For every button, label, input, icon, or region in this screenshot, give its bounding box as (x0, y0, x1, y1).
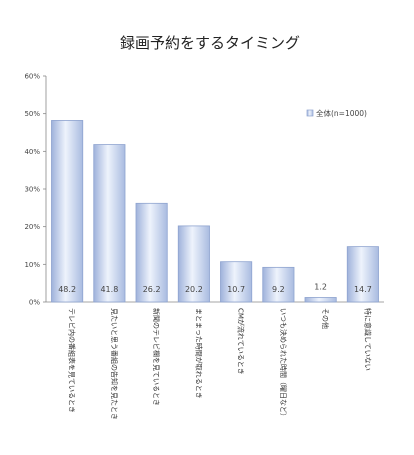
bar (262, 266, 295, 303)
y-tick-label: 10% (24, 261, 40, 269)
bar-value-label: 1.2 (314, 282, 327, 291)
legend: 全体(n=1000) (306, 108, 367, 118)
category-label: テレビ内の番組表を見ているとき (68, 308, 77, 413)
category-label: 新聞のテレビ欄を見ているとき (152, 308, 161, 406)
y-tick-label: 60% (24, 73, 40, 81)
bar (346, 246, 379, 303)
chart-title: 録画予約をするタイミング (120, 34, 300, 52)
bar-value-label: 9.2 (272, 285, 285, 294)
bar-value-label: 48.2 (58, 285, 76, 294)
bar (220, 261, 253, 303)
category-label: CMが流れているとき (237, 308, 246, 375)
y-tick-label: 0% (29, 299, 40, 307)
y-tick-label: 30% (24, 186, 40, 194)
y-tick-label: 20% (24, 223, 40, 231)
bars (51, 120, 379, 303)
category-label: いつも決められた時間（曜日など） (279, 308, 288, 420)
bar-value-label: 41.8 (100, 285, 118, 294)
category-labels: テレビ内の番組表を見ているとき 見たいと思う番組の告知を見たとき 新聞のテレビ欄を見… (68, 308, 373, 420)
value-labels: 48.2 41.8 26.2 20.2 10.7 9.2 1.2 14.7 (58, 282, 372, 294)
bar-value-label: 20.2 (185, 285, 203, 294)
category-label: 特に意識していない (363, 308, 372, 371)
y-tick-label: 40% (24, 148, 40, 156)
bar (304, 297, 337, 303)
y-tick-label: 50% (24, 110, 40, 118)
bar-value-label: 10.7 (227, 285, 245, 294)
category-label: まとまった時間が取れるとき (194, 308, 203, 399)
bar-value-label: 14.7 (354, 285, 372, 294)
category-label: 見たいと思う番組の告知を見たとき (110, 308, 119, 420)
legend-swatch (306, 109, 314, 117)
bar-value-label: 26.2 (143, 285, 161, 294)
legend-entry: 全体(n=1000) (316, 108, 367, 118)
category-label: その他 (321, 308, 330, 329)
bar (135, 202, 168, 303)
bar (177, 225, 210, 303)
bar (51, 120, 84, 303)
bar (93, 144, 126, 303)
